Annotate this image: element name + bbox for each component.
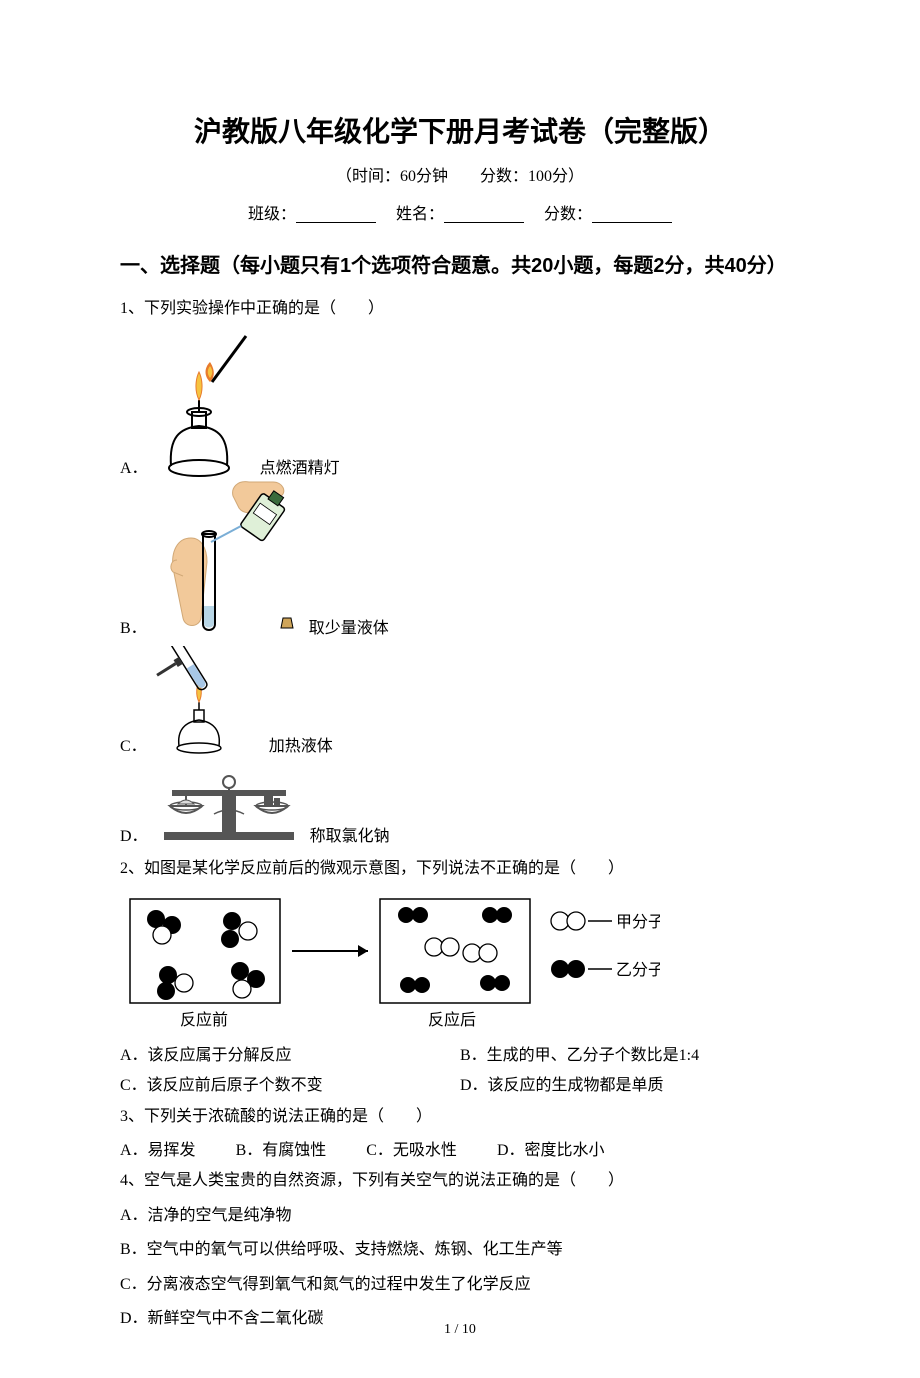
page-number: 1 / 10	[0, 1322, 920, 1338]
name-blank	[444, 207, 524, 223]
score-blank	[592, 207, 672, 223]
q3-stem: 3、下列关于浓硫酸的说法正确的是（ ）	[120, 1102, 800, 1132]
section-1-heading: 一、选择题（每小题只有1个选项符合题意。共20小题，每题2分，共40分）	[120, 244, 800, 288]
q2-stem: 2、如图是某化学反应前后的微观示意图，下列说法不正确的是（ ）	[120, 854, 800, 884]
q4-optC: C．分离液态空气得到氧气和氮气的过程中发生了化学反应	[120, 1270, 800, 1300]
q4-stem: 4、空气是人类宝贵的自然资源，下列有关空气的说法正确的是（ ）	[120, 1166, 800, 1196]
q1-figD-balance-icon	[154, 756, 304, 846]
q3-optC: C．无吸水性	[366, 1136, 457, 1166]
q2-optA: A．该反应属于分解反应	[120, 1041, 460, 1071]
q3-options: A．易挥发 B．有腐蚀性 C．无吸水性 D．密度比水小	[120, 1136, 800, 1166]
q4-optA: A．洁净的空气是纯净物	[120, 1201, 800, 1231]
q1-row-1: A． 点燃酒精灯 B．	[120, 328, 800, 638]
q3-optA: A．易挥发	[120, 1136, 196, 1166]
q1-optA-letter: A．	[120, 454, 148, 478]
q1-figA-alcohol-lamp-icon	[154, 328, 254, 478]
exam-meta: （时间：60分钟 分数：100分）	[120, 162, 800, 186]
q1-figB-pour-liquid-icon	[153, 478, 303, 638]
q1-optC-letter: C．	[120, 732, 147, 756]
q1-optD-letter: D．	[120, 822, 148, 846]
q1-optD-text: 称取氯化钠	[310, 822, 390, 846]
q3-optB: B．有腐蚀性	[236, 1136, 327, 1166]
q1-row-2: C． 加热液体	[120, 646, 800, 846]
q1-optC-text: 加热液体	[269, 732, 333, 756]
after-caption: 反应后	[428, 1010, 476, 1029]
q3-optD: D．密度比水小	[497, 1136, 605, 1166]
q1-optA-text: 点燃酒精灯	[260, 454, 340, 478]
q2-optC: C．该反应前后原子个数不变	[120, 1071, 460, 1101]
exam-title: 沪教版八年级化学下册月考试卷（完整版）	[120, 110, 800, 150]
student-info-row: 班级： 姓名： 分数：	[120, 200, 800, 224]
before-caption: 反应前	[180, 1010, 228, 1029]
score-label: 分数：	[544, 206, 592, 223]
q1-optB-letter: B．	[120, 614, 147, 638]
q1-optB-text: 取少量液体	[309, 614, 389, 638]
q1-figC-heat-liquid-icon	[153, 646, 263, 756]
name-label: 姓名：	[396, 206, 444, 223]
q2-options: A．该反应属于分解反应 B．生成的甲、乙分子个数比是1:4 C．该反应前后原子个…	[120, 1041, 800, 1102]
class-blank	[296, 207, 376, 223]
q2-optD: D．该反应的生成物都是单质	[460, 1071, 800, 1101]
legend-jia-text: 甲分子	[616, 913, 660, 931]
q2-optB: B．生成的甲、乙分子个数比是1:4	[460, 1041, 800, 1071]
q4-optB: B．空气中的氧气可以供给呼吸、支持燃烧、炼钢、化工生产等	[120, 1235, 800, 1265]
class-label: 班级：	[248, 206, 296, 223]
q1-stem: 1、下列实验操作中正确的是（ ）	[120, 294, 800, 324]
q2-diagram: 甲分子 乙分子 反应前 反应后	[120, 891, 800, 1031]
legend-yi-text: 乙分子	[616, 961, 660, 979]
